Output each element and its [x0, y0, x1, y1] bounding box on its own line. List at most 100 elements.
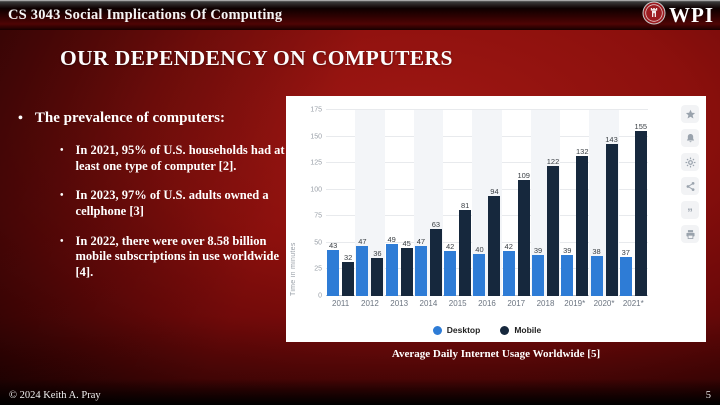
sub-bullet-1: • In 2021, 95% of U.S. households had at…: [60, 143, 288, 174]
bar-value-label: 132: [575, 146, 589, 156]
legend-dot-icon: [432, 325, 442, 335]
bar-value-label: 45: [402, 239, 411, 249]
x-tick-label: 2016: [478, 299, 496, 308]
sub-bullet-2: • In 2023, 97% of U.S. adults owned a ce…: [60, 188, 288, 219]
x-tick-label: 2013: [390, 299, 409, 308]
x-axis: 2011 2012 2013 2014 2015 2016 2017 2018 2019* 202…: [326, 299, 648, 311]
wpi-wordmark: WPI: [669, 2, 714, 27]
bar-group: 39 122: [530, 110, 561, 296]
y-tick-label: 50: [314, 239, 322, 247]
sub-bullet-1-text: In 2021, 95% of U.S. households had at l…: [75, 143, 285, 173]
gear-icon: [685, 157, 696, 168]
print-button[interactable]: [681, 225, 699, 243]
quote-icon: ”: [687, 206, 693, 219]
desktop-bar: 47: [414, 237, 427, 296]
bullet-dot: •: [60, 190, 64, 202]
y-tick-label: 175: [310, 106, 322, 114]
x-tick-label: 2014: [419, 299, 438, 308]
bullet-dot: •: [60, 235, 64, 247]
x-tick-label: 2017: [507, 299, 526, 308]
bar-value-label: 49: [387, 234, 396, 244]
mobile-bar: 45: [400, 239, 413, 296]
bar-value-label: 155: [634, 122, 648, 132]
bar-value-label: 47: [358, 237, 367, 247]
bar-value-label: 40: [475, 244, 484, 254]
star-icon: [685, 109, 696, 120]
sub-bullet-3-text: In 2022, there were over 8.58 billion mo…: [75, 233, 280, 279]
mobile-bar: 81: [459, 201, 472, 296]
bar-value-label: 32: [343, 253, 353, 262]
star-button[interactable]: [681, 105, 699, 123]
x-tick-label: 2011: [332, 299, 350, 308]
bar-value-label: 43: [328, 241, 338, 251]
desktop-bar: 43: [327, 241, 340, 296]
desktop-bar: 37: [619, 248, 632, 296]
bar-value-label: 94: [490, 187, 499, 197]
mobile-bar: 143: [605, 135, 618, 296]
bar-group: 47 63: [413, 110, 444, 296]
bar-group: 38 143: [589, 110, 619, 296]
sub-bullet-list: • In 2021, 95% of U.S. households had at…: [18, 143, 288, 280]
mobile-bar: 109: [517, 171, 530, 296]
bar-value-label: 39: [563, 245, 572, 255]
desktop-bar: 49: [385, 235, 398, 296]
page-title: OUR DEPENDENCY ON COMPUTERS: [60, 46, 453, 70]
legend-dot-icon: [500, 325, 510, 335]
gear-button[interactable]: [681, 153, 699, 171]
x-tick-label: 2015: [448, 299, 467, 308]
x-tick-label: 2021*: [622, 299, 644, 308]
share-button[interactable]: [681, 177, 699, 195]
bell-button[interactable]: [681, 129, 699, 147]
bullet-dot: •: [18, 111, 23, 126]
desktop-bar: 47: [356, 237, 369, 296]
sub-bullet-2-text: In 2023, 97% of U.S. adults owned a cell…: [75, 188, 269, 219]
mobile-bar: 122: [547, 157, 559, 296]
bar-value-label: 42: [446, 242, 455, 252]
mobile-bar: 32: [342, 253, 355, 296]
bell-icon: [685, 133, 696, 144]
bar-value-label: 143: [605, 135, 618, 145]
header-bar: CS 3043 Social Implications Of Computing…: [0, 0, 720, 30]
legend-label: Mobile: [514, 325, 542, 335]
bar-group: 42 81: [443, 110, 472, 296]
main-bullet-text: The prevalence of computers:: [34, 110, 226, 126]
x-tick-label: 2020*: [593, 299, 615, 308]
legend-label: Desktop: [446, 325, 481, 335]
bar-group: 40 94: [472, 110, 502, 296]
x-tick-label: 2018: [536, 299, 555, 308]
desktop-bar: 39: [561, 246, 574, 296]
y-tick-label: 0: [318, 292, 322, 300]
bar-value-label: 39: [533, 245, 543, 255]
chart-legend: Desktop Mobile: [326, 325, 648, 335]
bar-group: 37 155: [619, 110, 648, 296]
desktop-bar: 42: [502, 242, 515, 296]
desktop-bar: 38: [590, 247, 603, 296]
bar-value-label: 81: [461, 200, 470, 210]
copyright: © 2024 Keith A. Pray: [9, 390, 101, 401]
legend-item: Desktop: [432, 325, 481, 335]
mobile-bar: 132: [576, 147, 589, 296]
bar-value-label: 47: [416, 237, 426, 247]
y-tick-label: 100: [310, 186, 322, 194]
course-title: CS 3043 Social Implications Of Computing: [8, 6, 283, 23]
y-axis-ticks: 0 25 50 75 100 125 150 175: [296, 106, 322, 300]
share-icon: [685, 181, 696, 192]
bar-group: 39 132: [560, 110, 589, 296]
sub-bullet-3: • In 2022, there were over 8.58 billion …: [60, 234, 288, 281]
bar-value-label: 36: [373, 248, 382, 258]
mobile-bar: 36: [371, 249, 384, 296]
wpi-logo: WPI: [642, 1, 714, 30]
mobile-bar: 94: [488, 187, 501, 296]
bar-value-label: 37: [621, 247, 630, 257]
bullet-list: • The prevalence of computers: • In 2021…: [18, 110, 288, 281]
x-tick-label: 2019*: [564, 299, 586, 308]
desktop-bar: 39: [531, 246, 544, 296]
bar-value-label: 122: [546, 157, 560, 167]
main-bullet: • The prevalence of computers:: [18, 110, 288, 128]
desktop-bar: 40: [473, 245, 486, 296]
quote-button[interactable]: ”: [681, 201, 699, 219]
bar-group: 42 109: [502, 110, 531, 296]
bar-group: 43 32: [326, 110, 355, 296]
desktop-bar: 42: [444, 242, 457, 296]
legend-item: Mobile: [500, 325, 541, 335]
